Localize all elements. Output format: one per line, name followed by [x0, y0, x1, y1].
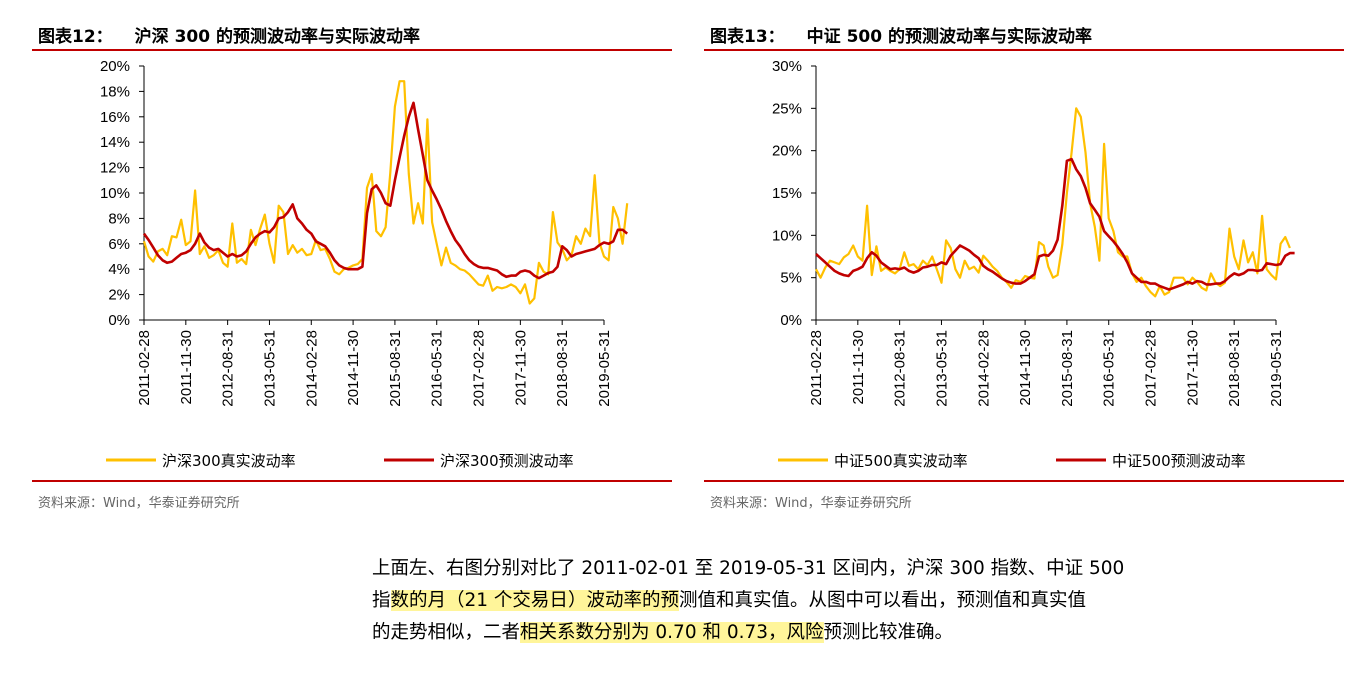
paragraph-line: 上面左、右图分别对比了 2011-02-01 至 2019-05-31 区间内，…: [372, 553, 1342, 585]
y-tick-label: 5%: [780, 270, 802, 287]
x-tick-label: 2016-05-31: [1101, 330, 1118, 407]
x-tick-label: 2014-11-30: [1017, 330, 1034, 406]
highlighted-text: 数的月（21 个交易日）波动率的预: [390, 590, 679, 611]
x-tick-label: 2011-11-30: [178, 330, 195, 405]
figure-12: 图表12： 沪深 300 的预测波动率与实际波动率 0% 2% 4% 6% 8% 10% 12…: [32, 0, 694, 520]
paragraph-line: 指数的月（21 个交易日）波动率的预测值和真实值。从图中可以看出，预测值和真实值: [372, 585, 1342, 617]
figure-label: 图表13：: [710, 27, 785, 47]
y-tick-label: 20%: [772, 143, 802, 160]
figure-title: 图表13： 中证 500 的预测波动率与实际波动率: [710, 22, 1092, 47]
actual-volatility-line: [815, 107, 1291, 298]
paragraph-text: 指: [372, 590, 391, 611]
x-tick-label: 2014-02-28: [975, 330, 992, 407]
paragraph-text: 测值和真实值。从图中可以看出，预测值和真实值: [678, 590, 1086, 611]
x-tick-label: 2017-02-28: [471, 330, 488, 407]
x-tick-label: 2017-02-28: [1143, 330, 1160, 407]
paragraph-line: 的走势相似，二者相关系数分别为 0.70 和 0.73，风险预测比较准确。: [372, 617, 1342, 649]
x-tick-label: 2011-02-28: [136, 330, 153, 406]
y-tick-label: 25%: [772, 100, 802, 117]
y-tick-label: 18%: [100, 83, 130, 100]
legend-label: 沪深300真实波动率: [162, 452, 296, 470]
source-note: 资料来源：Wind，华泰证券研究所: [710, 496, 912, 511]
top-rule: [704, 49, 1344, 51]
predicted-volatility-line: [142, 101, 629, 280]
bottom-rule: [704, 480, 1344, 482]
y-tick-label: 10%: [772, 227, 802, 244]
x-tick-label: 2013-05-31: [261, 330, 278, 407]
volatility-chart: 0% 2% 4% 6% 8% 10% 12% 14% 16% 18% 20% 2011-02-28 20…: [100, 58, 629, 470]
y-tick-label: 0%: [780, 312, 802, 329]
y-tick-label: 16%: [100, 109, 130, 126]
x-tick-label: 2019-05-31: [1268, 330, 1285, 407]
y-tick-label: 30%: [772, 58, 802, 75]
y-tick-label: 8%: [108, 210, 130, 227]
legend-label: 沪深300预测波动率: [440, 452, 574, 470]
x-tick-label: 2011-02-28: [808, 330, 825, 406]
legend-label: 中证500预测波动率: [1112, 452, 1246, 470]
x-tick-label: 2011-11-30: [850, 330, 867, 405]
x-tick-label: 2018-08-31: [1226, 330, 1243, 407]
y-tick-label: 4%: [108, 261, 130, 278]
figure-title-text: 沪深 300 的预测波动率与实际波动率: [134, 27, 420, 47]
x-tick-label: 2015-08-31: [387, 330, 404, 407]
figure-label: 图表12：: [38, 27, 113, 47]
paragraph-text: 上面左、右图分别对比了 2011-02-01 至 2019-05-31 区间内，…: [372, 558, 1125, 579]
top-rule: [32, 49, 672, 51]
y-tick-label: 10%: [100, 185, 130, 202]
y-tick-label: 14%: [100, 134, 130, 151]
x-tick-label: 2014-02-28: [303, 330, 320, 407]
y-tick-label: 20%: [100, 58, 130, 75]
x-tick-label: 2012-08-31: [892, 330, 909, 407]
y-tick-label: 12%: [100, 160, 130, 177]
figure-13: 图表13： 中证 500 的预测波动率与实际波动率 0% 5% 10% 15% 20% 25…: [704, 0, 1366, 520]
figure-title: 图表12： 沪深 300 的预测波动率与实际波动率: [38, 22, 420, 47]
x-tick-label: 2018-08-31: [554, 330, 571, 407]
y-tick-label: 15%: [772, 185, 802, 202]
body-paragraph: 上面左、右图分别对比了 2011-02-01 至 2019-05-31 区间内，…: [372, 553, 1342, 649]
y-tick-label: 2%: [108, 287, 130, 304]
x-tick-label: 2017-11-30: [512, 330, 529, 406]
x-tick-label: 2017-11-30: [1184, 330, 1201, 406]
paragraph-text: 预测比较准确。: [823, 622, 954, 643]
highlighted-text: 相关系数分别为 0.70 和 0.73，风险: [520, 622, 824, 643]
y-tick-label: 6%: [108, 236, 130, 253]
x-tick-label: 2014-11-30: [345, 330, 362, 406]
x-tick-label: 2012-08-31: [220, 330, 237, 407]
x-tick-label: 2013-05-31: [933, 330, 950, 407]
y-tick-label: 0%: [108, 312, 130, 329]
volatility-chart: 0% 5% 10% 15% 20% 25% 30% 2011-02-28 2011-11-30 2…: [772, 58, 1295, 470]
x-tick-label: 2019-05-31: [596, 330, 613, 407]
bottom-rule: [32, 480, 672, 482]
paragraph-text: 的走势相似，二者: [372, 622, 521, 643]
legend-label: 中证500真实波动率: [834, 452, 968, 470]
figure-title-text: 中证 500 的预测波动率与实际波动率: [806, 27, 1092, 47]
x-tick-label: 2015-08-31: [1059, 330, 1076, 407]
x-tick-label: 2016-05-31: [429, 330, 446, 407]
source-note: 资料来源：Wind，华泰证券研究所: [38, 496, 240, 511]
predicted-volatility-line: [815, 157, 1295, 291]
